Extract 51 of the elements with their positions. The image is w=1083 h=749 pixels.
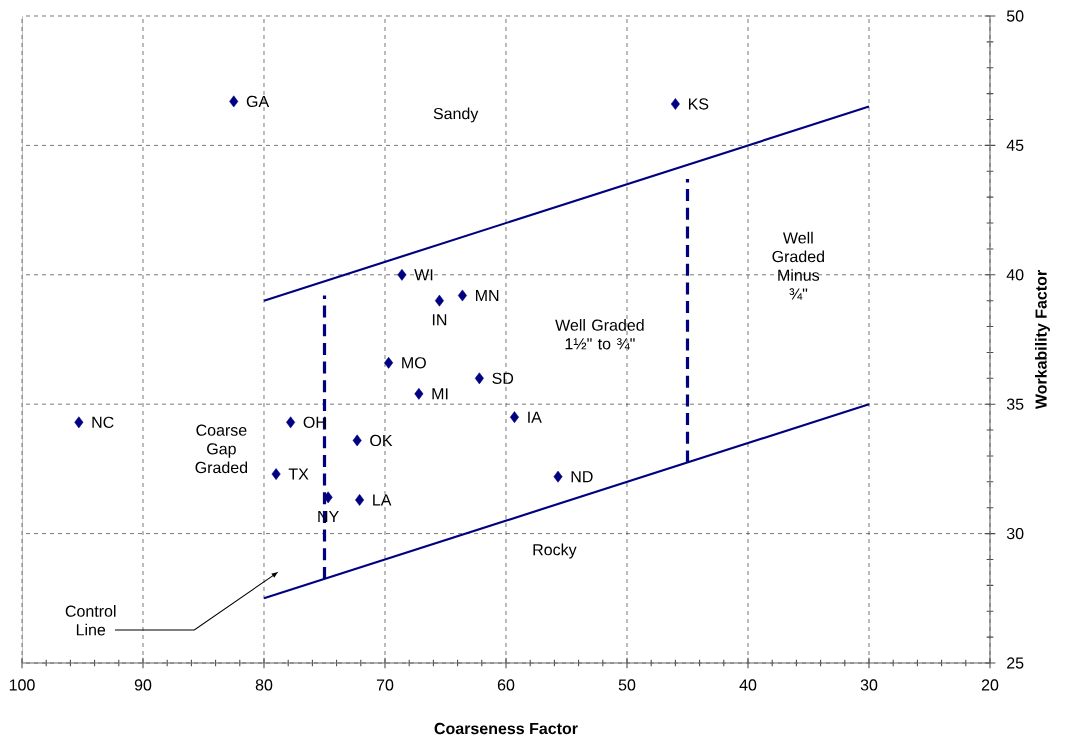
data-label: KS [688,98,709,110]
y-axis-title: Workability Factor [1035,270,1050,410]
x-tick-label: 100 [9,679,35,691]
point [355,494,365,506]
data-label: TX [288,468,309,480]
x-tick-label: 60 [497,679,515,691]
point [286,416,296,429]
y-tick-label: 45 [1006,139,1024,151]
data-label: SD [492,372,514,384]
x-tick-label: 20 [981,679,999,691]
point [434,294,444,307]
data-label: OK [370,434,393,447]
x-tick-label: 90 [134,679,152,691]
annotation: Control Line [65,605,116,636]
y-tick-label: 35 [1006,398,1024,410]
annotation: Well Graded Minus ¾" [772,231,824,300]
annotation: Well Graded 1½" to ¾" [555,319,644,350]
data-label: WI [414,269,433,281]
point [229,95,239,108]
data-label: ND [571,471,593,483]
point [384,356,394,369]
point [271,468,281,480]
data-label: MO [402,357,426,369]
point [474,372,484,385]
x-tick-label: 50 [618,679,636,691]
x-tick-label: 80 [255,679,273,691]
y-tick-label: 50 [1006,10,1024,22]
point [553,470,563,483]
point [74,416,84,429]
data-label: MN [476,290,499,302]
y-tick-label: 40 [1006,269,1024,281]
y-tick-label: 25 [1007,657,1024,669]
x-tick-label: 30 [860,679,878,691]
data-label: GA [246,95,270,108]
x-tick-label: 70 [376,679,394,691]
point [414,387,424,400]
data-label: IA [528,411,542,423]
data-label: MI [432,388,448,400]
data-label: LA [373,494,392,506]
annotation: Coarse Gap Graded [195,424,248,474]
x-tick-label: 40 [739,679,757,691]
annotation: Rocky [533,543,577,559]
point [457,289,467,302]
annotation: Sandy [433,107,479,123]
x-axis-title: Coarseness Factor [434,722,578,735]
y-tick-label: 30 [1006,527,1024,540]
data-label: NC [92,416,114,428]
point [670,98,680,110]
point [397,268,407,281]
data-label: IN [432,314,447,326]
point [352,434,362,447]
